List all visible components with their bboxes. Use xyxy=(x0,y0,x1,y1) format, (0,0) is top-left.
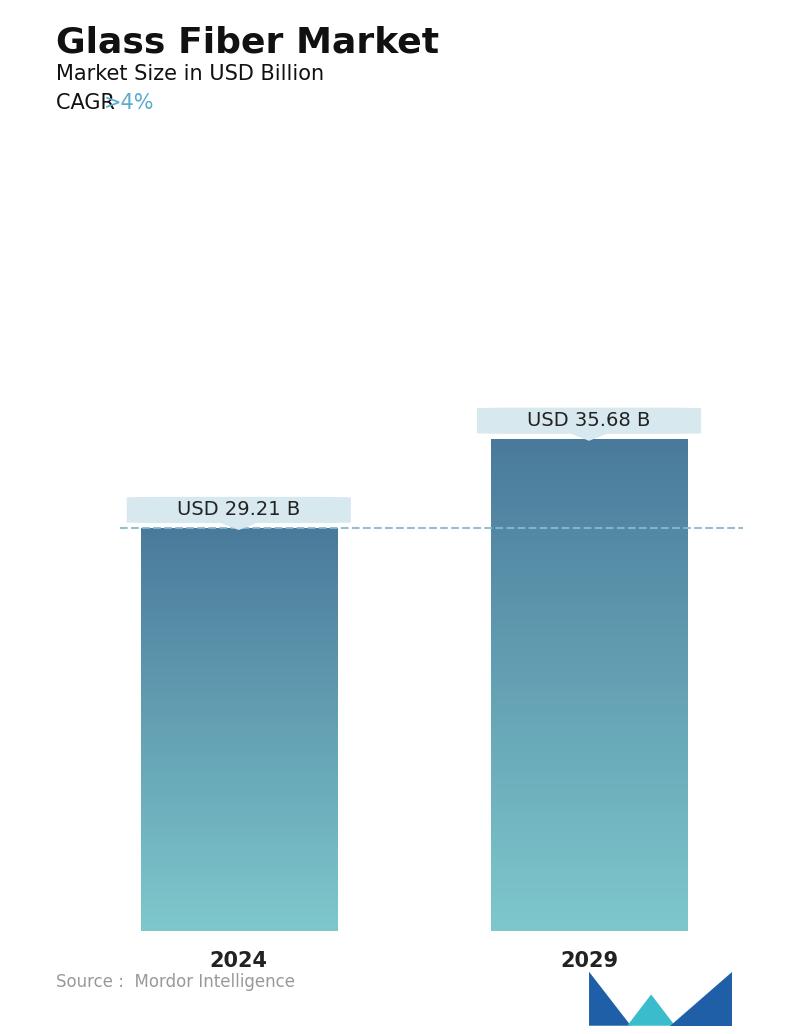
Polygon shape xyxy=(589,972,630,1026)
Text: CAGR: CAGR xyxy=(56,93,121,113)
Polygon shape xyxy=(670,972,732,1026)
Text: Glass Fiber Market: Glass Fiber Market xyxy=(56,26,439,60)
Text: >4%: >4% xyxy=(103,93,154,113)
Polygon shape xyxy=(627,995,675,1026)
Text: Market Size in USD Billion: Market Size in USD Billion xyxy=(56,64,324,84)
Polygon shape xyxy=(572,433,607,440)
Text: USD 29.21 B: USD 29.21 B xyxy=(178,500,300,519)
FancyBboxPatch shape xyxy=(127,497,351,523)
Polygon shape xyxy=(221,522,256,529)
Text: USD 35.68 B: USD 35.68 B xyxy=(528,412,650,430)
FancyBboxPatch shape xyxy=(477,407,701,434)
Text: Source :  Mordor Intelligence: Source : Mordor Intelligence xyxy=(56,973,295,991)
